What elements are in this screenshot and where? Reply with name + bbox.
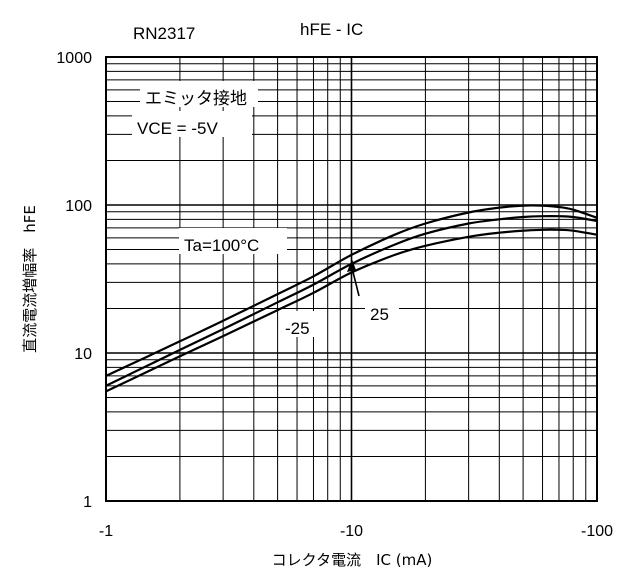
condition-vce-label-bg (132, 111, 252, 137)
y-tick-label: 10 (74, 346, 92, 363)
y-tick-label: 1000 (56, 50, 92, 67)
grid (106, 57, 597, 501)
series-line-0 (105, 204, 598, 377)
series-label-25: 25 (370, 305, 389, 324)
series-label-minus25: -25 (285, 319, 310, 338)
condition-vce-label: VCE = -5V (137, 119, 218, 138)
arrow-25-head (347, 259, 356, 272)
curves (105, 204, 598, 393)
series-line-1 (105, 215, 598, 387)
series-label-ta100-bg (179, 228, 287, 254)
arrow-25-shaft (351, 267, 360, 297)
x-tick-label: -1 (99, 523, 113, 540)
x-tick-label: -100 (581, 523, 613, 540)
series-line-2 (105, 228, 598, 393)
plot-frame (105, 56, 598, 502)
chart-title: hFE - IC (300, 20, 363, 39)
series-label-ta100: Ta=100°C (184, 236, 259, 255)
part-number-label: RN2317 (133, 24, 195, 43)
condition-emitter-label-bg (140, 81, 258, 107)
y-tick-label: 100 (65, 198, 92, 215)
y-tick-label: 1 (83, 494, 92, 511)
tick-labels: -1 -10 -100 1 10 100 1000 (56, 50, 613, 540)
series-label-minus25-bg (280, 311, 320, 337)
x-axis-title: コレクタ電流 IC (mA) (272, 551, 433, 569)
series-label-25-bg (365, 299, 399, 323)
x-tick-label: -10 (340, 523, 363, 540)
condition-emitter-label: エミッタ接地 (145, 89, 247, 108)
y-axis-title: 直流電流増幅率 hFE (21, 205, 39, 353)
annotations: エミッタ接地 VCE = -5V Ta=100°C 25 -25 (132, 81, 399, 338)
